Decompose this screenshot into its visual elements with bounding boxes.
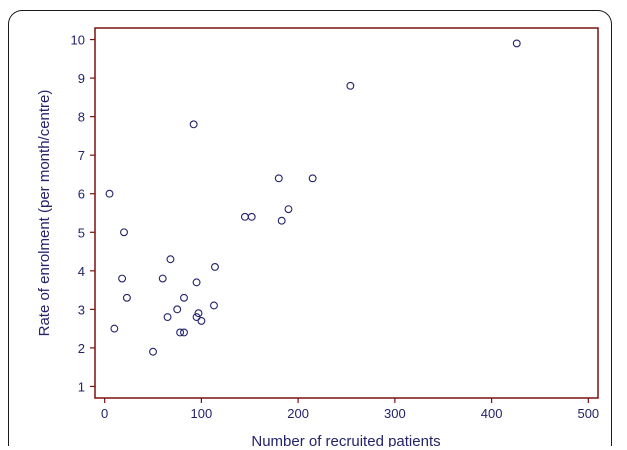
data-point <box>163 313 172 322</box>
scatter-chart: 0 100 200 300 400 500 1 2 3 4 5 6 7 8 9 10 Number of r… <box>36 27 599 447</box>
data-point <box>512 39 521 48</box>
data-point <box>122 293 131 302</box>
data-point <box>176 328 185 337</box>
y-axis-ticks: 1 2 3 4 5 6 7 8 9 10 <box>71 33 95 394</box>
x-tick-label: 200 <box>287 406 309 421</box>
y-tick-label: 7 <box>78 148 85 163</box>
y-axis-title: Rate of enrolment (per month/centre) <box>36 90 53 337</box>
data-point <box>120 228 128 237</box>
y-tick-label: 10 <box>71 33 85 48</box>
data-point <box>277 216 286 225</box>
data-points <box>105 39 521 356</box>
data-point <box>247 212 256 221</box>
data-point <box>118 274 127 283</box>
x-tick-label: 500 <box>577 406 599 421</box>
data-point <box>166 255 175 264</box>
data-point <box>189 120 198 129</box>
data-point <box>274 174 283 183</box>
data-point <box>210 301 218 310</box>
x-axis-title: Number of recruited patients <box>251 433 440 447</box>
x-axis-ticks: 0 100 200 300 400 500 <box>101 398 599 421</box>
y-tick-label: 3 <box>78 302 85 317</box>
y-tick-label: 1 <box>78 379 85 394</box>
data-point <box>105 189 114 198</box>
y-tick-label: 9 <box>78 71 85 86</box>
data-point <box>180 293 188 302</box>
y-tick-label: 5 <box>78 225 85 240</box>
data-point <box>210 263 219 271</box>
x-tick-label: 300 <box>384 406 406 421</box>
x-tick-label: 100 <box>191 406 213 421</box>
data-point <box>110 324 119 333</box>
data-point <box>158 274 167 283</box>
data-point <box>192 313 201 322</box>
chart-figure: 0 100 200 300 400 500 1 2 3 4 5 6 7 8 9 10 Number of r… <box>8 10 612 447</box>
data-point <box>149 347 157 356</box>
data-point <box>192 278 201 287</box>
y-tick-label: 4 <box>78 264 85 279</box>
y-tick-label: 6 <box>78 187 85 202</box>
data-point <box>197 316 206 325</box>
data-point <box>346 81 355 90</box>
x-tick-label: 0 <box>101 406 108 421</box>
y-tick-label: 8 <box>78 110 85 125</box>
data-point <box>180 328 188 337</box>
data-point <box>240 212 249 221</box>
data-point <box>308 174 317 183</box>
data-point <box>194 309 203 318</box>
plot-frame <box>94 27 599 399</box>
data-point <box>173 305 182 314</box>
x-tick-label: 400 <box>481 406 503 421</box>
data-point <box>284 205 293 214</box>
y-tick-label: 2 <box>78 341 85 356</box>
